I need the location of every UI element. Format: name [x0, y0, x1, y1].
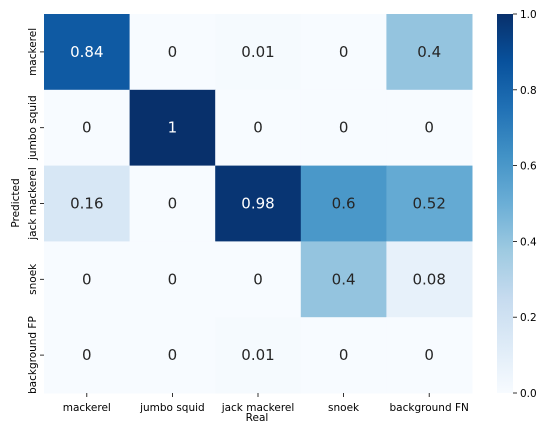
heatmap-cell — [300, 317, 387, 394]
colorbar-ticks: 0.0 0.2 0.4 0.6 0.8 1.0 — [513, 9, 537, 400]
heatmap-cell — [300, 241, 387, 318]
y-tick-label: mackerel — [27, 28, 39, 76]
cell-value-label: 0 — [168, 195, 178, 213]
x-tick-label: snoek — [328, 402, 360, 414]
cell-value-label: 0.98 — [241, 195, 274, 213]
heatmap-cell — [300, 165, 387, 242]
cell-value-label: 0 — [339, 346, 349, 364]
cell-value-label: 0 — [253, 270, 263, 288]
heatmap-cell — [215, 14, 302, 91]
colorbar-tick-label: 0.2 — [520, 312, 537, 324]
cell-value-label: 0 — [339, 43, 349, 61]
heatmap-cell — [300, 89, 387, 167]
heatmap-cell — [44, 14, 131, 91]
heatmap-cell — [44, 89, 131, 167]
cell-value-label: 0 — [82, 270, 92, 288]
y-tick-label: jumbo squid — [27, 95, 39, 161]
heatmap-cell — [215, 165, 302, 242]
cell-value-label: 1 — [168, 119, 178, 137]
cell-value-label: 0 — [168, 270, 178, 288]
heatmap-cell — [129, 165, 216, 242]
cell-value-label: 0.01 — [241, 346, 274, 364]
cell-value-label: 0 — [82, 346, 92, 364]
x-tick-label: mackerel — [63, 402, 111, 414]
heatmap-cell — [386, 165, 473, 242]
y-axis-label: Predicted — [10, 178, 22, 227]
heatmap-cell — [44, 165, 131, 242]
cell-value-label: 0 — [168, 346, 178, 364]
y-tick-label: snoek — [27, 263, 39, 295]
cell-value-label: 0 — [424, 119, 434, 137]
cell-value-label: 0.4 — [417, 43, 441, 61]
x-axis-label: Real — [246, 412, 269, 424]
cell-value-label: 0 — [253, 119, 263, 137]
heatmap-cell — [129, 14, 216, 91]
heatmap-cell — [215, 89, 302, 167]
x-tick-label: jumbo squid — [139, 402, 205, 414]
heatmap-cell — [215, 241, 302, 318]
heatmap-cell — [129, 241, 216, 318]
y-tick-label: jack mackerel — [27, 167, 39, 241]
cell-value-label: 0.4 — [332, 270, 356, 288]
cell-value-label: 0 — [82, 119, 92, 137]
cell-value-label: 0 — [339, 119, 349, 137]
x-tick-labels: mackerel jumbo squid jack mackerel snoek bac… — [63, 393, 469, 414]
cell-value-label: 0.84 — [70, 43, 103, 61]
colorbar-tick-label: 0.8 — [520, 85, 537, 97]
colorbar — [497, 14, 513, 393]
colorbar-tick-label: 0.0 — [520, 388, 537, 400]
heatmap-cell — [129, 317, 216, 394]
colorbar-tick-label: 1.0 — [520, 9, 537, 21]
cell-value-label: 0.6 — [332, 195, 356, 213]
heatmap-cell — [44, 241, 131, 318]
heatmap-cell — [386, 317, 473, 394]
cell-value-label: 0.52 — [412, 195, 445, 213]
heatmap-cell — [386, 241, 473, 318]
heatmap-cell — [215, 317, 302, 394]
x-tick-label: background FN — [390, 402, 469, 414]
y-tick-labels: mackerel jumbo squid jack mackerel snoek bac… — [27, 28, 44, 394]
x-tick-label: jack mackerel — [221, 402, 295, 414]
colorbar-tick-label: 0.4 — [520, 236, 537, 248]
cell-value-label: 0 — [168, 43, 178, 61]
heatmap-cell — [44, 317, 131, 394]
cell-value-label: 0 — [424, 346, 434, 364]
cell-value-label: 0.01 — [241, 43, 274, 61]
cell-value-label: 0.16 — [70, 195, 103, 213]
heatmap-cells: 0.84 0 0.01 0 0.4 0 1 0 0 0 0.16 0 0.98 0.6 0.52 0 0 0 0.4… — [44, 14, 473, 394]
heatmap-cell — [129, 89, 216, 167]
heatmap-cell — [300, 14, 387, 91]
heatmap-cell — [386, 89, 473, 167]
cell-value-label: 0.08 — [412, 270, 445, 288]
colorbar-tick-label: 0.6 — [520, 161, 537, 173]
y-tick-label: background FP — [27, 316, 39, 394]
heatmap-cell — [386, 14, 473, 91]
